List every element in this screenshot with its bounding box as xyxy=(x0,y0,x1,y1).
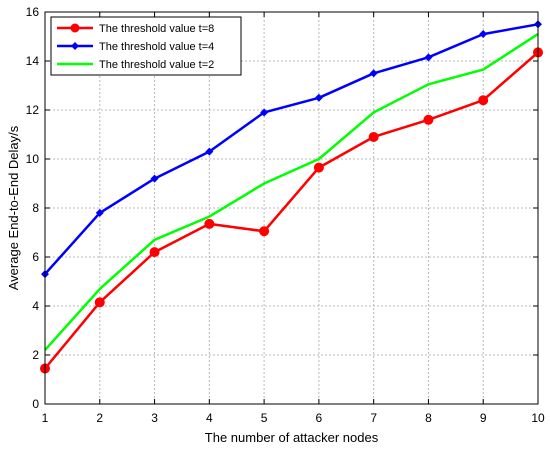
x-tick-label: 5 xyxy=(261,411,268,425)
legend-item: The threshold value t=8 xyxy=(57,23,214,35)
data-point xyxy=(94,297,105,308)
x-axis-label: The number of attacker nodes xyxy=(205,430,379,445)
legend: The threshold value t=8 The threshold val… xyxy=(50,16,242,76)
legend-item: The threshold value t=4 xyxy=(57,41,214,53)
data-point xyxy=(369,69,378,78)
x-tick-label: 1 xyxy=(42,411,49,425)
data-point xyxy=(149,247,160,258)
data-point xyxy=(368,131,379,142)
grid xyxy=(45,12,538,404)
y-tick-label: 16 xyxy=(26,5,40,19)
x-tick-label: 7 xyxy=(370,411,377,425)
series-line xyxy=(44,33,539,351)
data-point xyxy=(423,114,434,125)
data-point xyxy=(314,93,323,102)
series-group xyxy=(40,20,543,374)
series-3 xyxy=(44,33,539,351)
data-point xyxy=(313,162,324,173)
series-2 xyxy=(41,20,542,279)
x-tick-label: 4 xyxy=(206,411,213,425)
data-point xyxy=(205,147,214,156)
y-tick-label: 14 xyxy=(26,54,40,68)
y-tick-label: 4 xyxy=(32,299,39,313)
series-1 xyxy=(40,47,543,374)
data-point xyxy=(150,174,159,183)
data-point xyxy=(95,208,104,217)
data-point xyxy=(424,53,433,62)
data-point xyxy=(479,30,488,39)
x-tick-label: 10 xyxy=(531,411,545,425)
x-tick-label: 8 xyxy=(425,411,432,425)
y-tick-label: 8 xyxy=(32,201,39,215)
y-tick-label: 12 xyxy=(26,103,40,117)
x-axis-ticks: 1 2 3 4 5 6 7 8 9 10 xyxy=(42,12,545,425)
series-line xyxy=(44,23,539,275)
legend-label: The threshold value t=2 xyxy=(99,59,214,71)
x-tick-label: 6 xyxy=(316,411,323,425)
data-point xyxy=(204,218,215,229)
x-tick-label: 3 xyxy=(151,411,158,425)
y-tick-label: 0 xyxy=(32,397,39,411)
x-tick-label: 2 xyxy=(96,411,103,425)
series-line xyxy=(44,51,539,370)
y-tick-label: 6 xyxy=(32,250,39,264)
legend-label: The threshold value t=4 xyxy=(99,41,214,53)
data-point xyxy=(478,95,489,106)
y-tick-label: 10 xyxy=(26,152,40,166)
y-axis-label: Average End-to-End Delay/s xyxy=(6,125,21,290)
data-point xyxy=(259,226,270,237)
legend-marker xyxy=(70,23,80,33)
y-tick-label: 2 xyxy=(32,348,39,362)
data-point xyxy=(260,108,269,117)
legend-label: The threshold value t=8 xyxy=(99,23,214,35)
legend-marker xyxy=(71,42,79,50)
y-axis-ticks: 0 2 4 6 8 10 12 14 16 xyxy=(26,5,538,411)
x-tick-label: 9 xyxy=(480,411,487,425)
legend-item: The threshold value t=2 xyxy=(57,59,214,71)
